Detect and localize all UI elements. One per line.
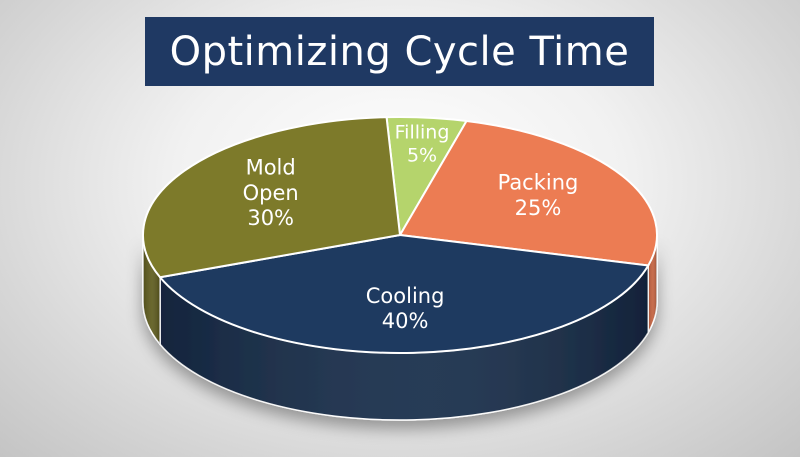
page-title: Optimizing Cycle Time xyxy=(169,28,630,75)
slice-name: Packing xyxy=(498,171,579,195)
slice-label-cooling: Cooling 40% xyxy=(366,284,445,333)
pie-slice-packing xyxy=(399,120,658,267)
pie-slice-cooling xyxy=(159,234,650,354)
slice-name: Filling xyxy=(395,122,450,144)
pie-labels: Filling 5% Packing 25% Cooling 40% Mold Open 30% xyxy=(243,122,579,333)
slice-value: 40% xyxy=(382,309,429,333)
pie-tops xyxy=(142,116,658,354)
pie-side-shade xyxy=(143,235,161,345)
slice-label-filling: Filling 5% xyxy=(395,122,450,167)
slice-value: 25% xyxy=(515,196,562,220)
slice-name: Cooling xyxy=(366,284,445,308)
pie-side-shade xyxy=(648,235,657,333)
pie-slice-mold-open xyxy=(142,116,401,279)
slice-value: 5% xyxy=(407,145,437,167)
slice-label-mold-open: Mold Open 30% xyxy=(243,156,299,230)
slice-label-packing: Packing 25% xyxy=(498,171,579,220)
title-banner: Optimizing Cycle Time xyxy=(145,17,654,86)
slice-value: 30% xyxy=(247,206,294,230)
pie-side-shade xyxy=(160,265,649,420)
slice-name: Mold xyxy=(246,156,296,180)
slice-name: Open xyxy=(243,181,299,205)
